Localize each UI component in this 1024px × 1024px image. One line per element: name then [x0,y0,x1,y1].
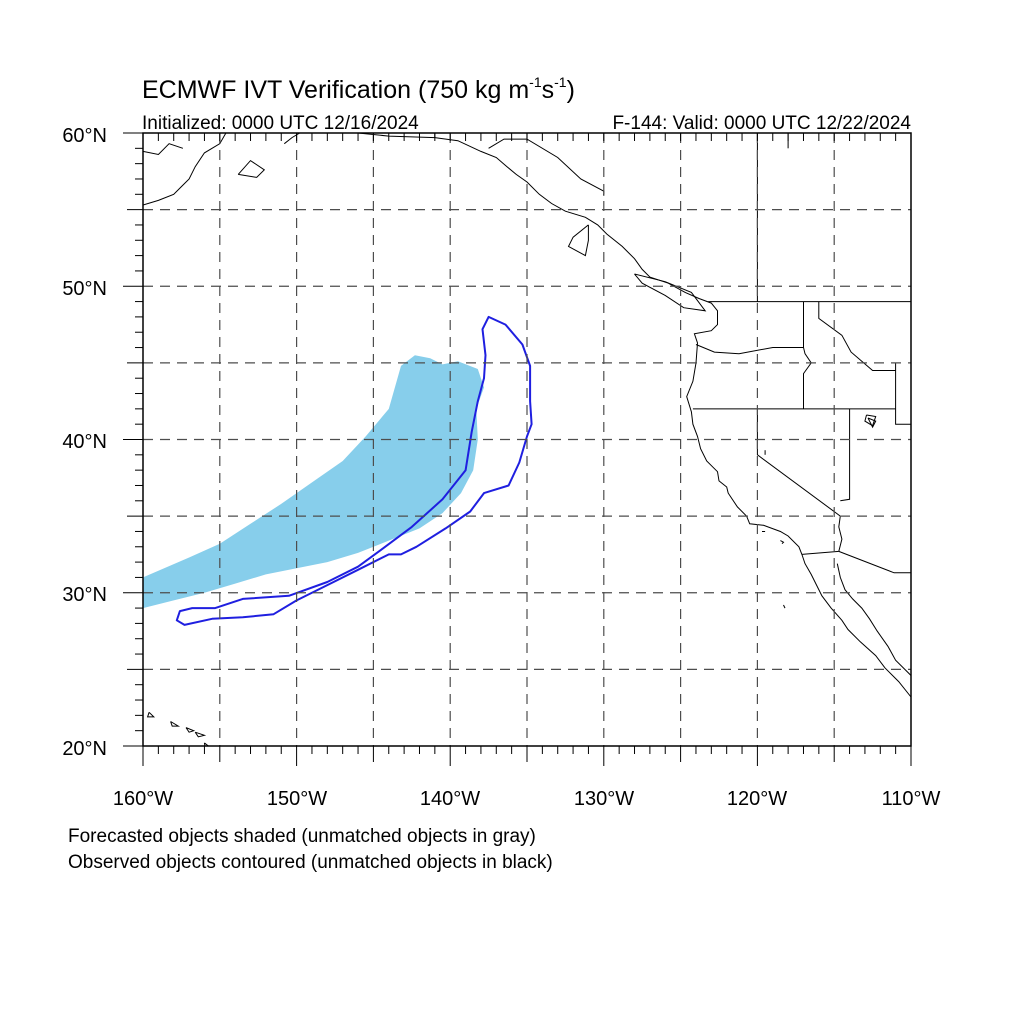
lon-label-120w: 120°W [727,788,787,810]
coastline [143,143,184,156]
coastline [170,721,181,727]
coastline [185,727,196,733]
political-boundaries [434,133,911,574]
state-boundary [801,550,839,555]
coastline [634,273,707,312]
coastline [783,604,786,609]
valid-time-label: F-144: Valid: 0000 UTC 12/22/2024 [612,113,911,134]
forecast-object [143,355,484,609]
state-boundary [695,344,804,355]
coastline [283,133,300,145]
forecast-legend-note: Forecasted objects shaded (unmatched obj… [68,826,536,847]
coastline [867,417,877,429]
lon-label-150w: 150°W [267,788,327,810]
lat-label-30n: 30°N [62,584,107,606]
lat-lon-gridlines [143,133,911,746]
state-boundary [488,138,605,196]
coastline [567,224,589,257]
state-boundary [838,550,911,574]
lon-label-130w: 130°W [574,788,634,810]
lake-outline [864,414,877,427]
observed-object-contour [175,315,533,626]
lat-label-40n: 40°N [62,431,107,453]
state-boundary [818,301,896,371]
coastline [357,133,911,698]
axis-ticks [123,132,912,766]
state-boundary [895,362,911,425]
lon-label-160w: 160°W [113,788,173,810]
coastline [194,731,207,738]
coastline [237,159,266,178]
state-boundary [756,408,841,517]
coastline [143,133,227,206]
forecast-object-shading [143,355,484,609]
lat-label-20n: 20°N [62,738,107,760]
coastline [146,711,156,718]
initialized-label: Initialized: 0000 UTC 12/16/2024 [142,113,419,134]
state-boundary [838,516,843,552]
observed-legend-note: Observed objects contoured (unmatched ob… [68,852,553,873]
observed-object [175,315,533,626]
lat-label-50n: 50°N [62,278,107,300]
state-boundary [840,408,851,502]
coastlines [143,133,911,746]
lon-label-140w: 140°W [420,788,480,810]
lon-label-110w: 110°W [882,788,941,810]
coastline [836,563,911,676]
map-title: ECMWF IVT Verification (750 kg m-1s-1) [142,74,575,104]
coastline [780,540,785,545]
state-boundary [803,301,812,409]
lat-label-60n: 60°N [62,125,107,147]
